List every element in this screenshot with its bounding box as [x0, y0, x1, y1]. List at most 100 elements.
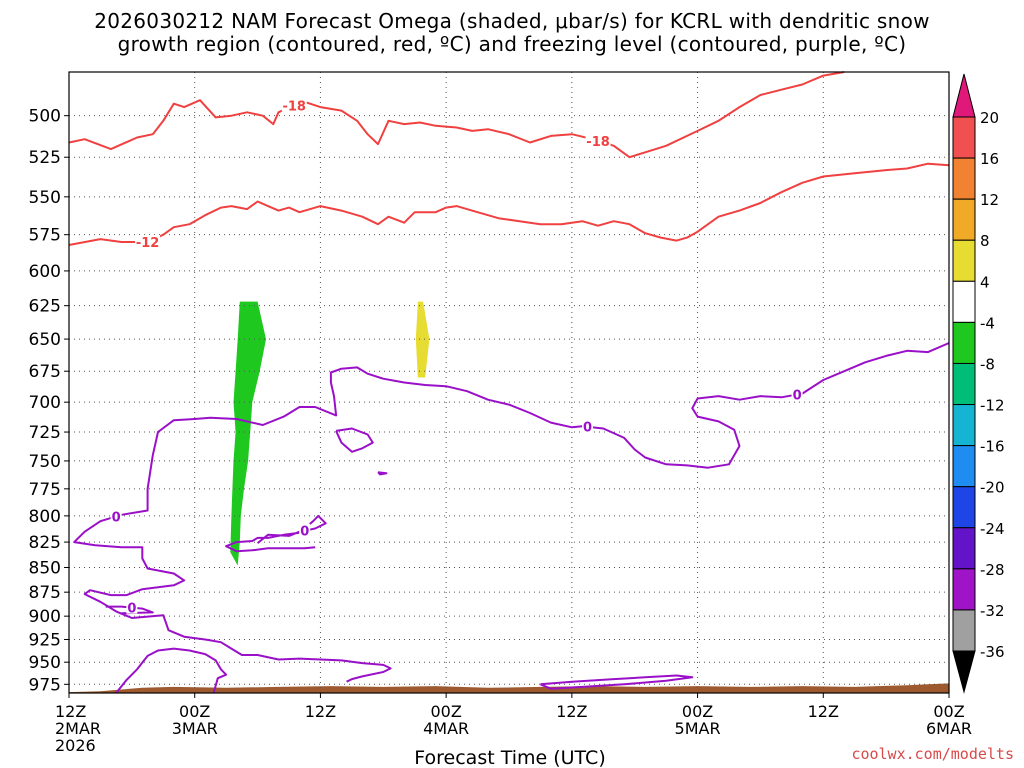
x-tick-label: 12Z [55, 702, 86, 721]
y-tick-label: 975 [29, 675, 61, 695]
y-tick-label: 650 [29, 330, 61, 350]
contour-line-8 [377, 471, 388, 476]
y-tick-label: 725 [29, 423, 61, 443]
x-tick-label: 00Z [682, 702, 713, 721]
contour-label-bg [582, 419, 594, 433]
contour-label-bg [585, 133, 611, 147]
contour-label: 0 [112, 510, 121, 525]
colorbar-label: 16 [980, 150, 999, 168]
x-tick-label: 12Z [556, 702, 587, 721]
contour-label: -12 [136, 236, 160, 251]
x-tick-label: 00Z [179, 702, 210, 721]
colorbar-label: 8 [980, 232, 990, 250]
colorbar-swatch [952, 116, 976, 159]
omega-shading-layer [230, 301, 430, 566]
y-tick-label: 575 [29, 226, 61, 246]
y-tick-label: 800 [29, 507, 61, 527]
x-tick-label: 5MAR [675, 719, 721, 738]
omega-colorbar: 20 16 12 8 4 -4 -8 -12 -16 -20 -24 -28 -32 -36 [952, 73, 1005, 694]
colorbar-swatch [952, 157, 976, 200]
contour-layer: -18 -18 -12 0 0 0 0 0 [68, 71, 950, 694]
contour-label: 0 [300, 525, 309, 540]
colorbar-swatch [952, 404, 976, 447]
colorbar-label: -36 [980, 643, 1005, 661]
y-tick-label: 675 [29, 362, 61, 382]
colorbar-label: -28 [980, 561, 1005, 579]
colorbar-swatch [952, 280, 976, 323]
colorbar-label: -12 [980, 397, 1005, 415]
y-tick-label: 500 [29, 107, 61, 127]
contour-label-bg [791, 387, 803, 401]
colorbar-label: -16 [980, 438, 1005, 456]
contour-line-9 [540, 674, 694, 690]
y-tick-label: 825 [29, 533, 61, 553]
x-tick-label: 3MAR [172, 719, 218, 738]
colorbar-swatch [952, 568, 976, 611]
x-tick-label: 4MAR [423, 719, 469, 738]
plot-frame [68, 71, 950, 694]
contour-label: 0 [583, 421, 592, 436]
colorbar-swatch [952, 445, 976, 488]
chart-title-line-1: 2026030212 NAM Forecast Omega (shaded, μ… [94, 9, 930, 33]
contour-label: -18 [586, 135, 610, 150]
colorbar-label: 4 [980, 273, 990, 291]
chart-title-line-2: growth region (contoured, red, ºC) and f… [117, 32, 907, 56]
colorbar-swatch [952, 198, 976, 241]
contour-line-3 [73, 342, 950, 683]
contour-line-6 [115, 647, 228, 694]
y-tick-label: 700 [29, 393, 61, 413]
y-tick-label: 900 [29, 607, 61, 627]
x-tick-label: 6MAR [926, 719, 972, 738]
x-tick-label: 2MAR [55, 719, 101, 738]
colorbar-swatch [952, 239, 976, 282]
contour-label-bg [126, 600, 138, 614]
colorbar-label: -32 [980, 602, 1005, 620]
colorbar-swatch [952, 609, 976, 652]
y-tick-label: 775 [29, 480, 61, 500]
source-credit: coolwx.com/modelts [851, 745, 1014, 763]
y-tick-label: 525 [29, 148, 61, 168]
y-tick-label: 875 [29, 583, 61, 603]
contour-label-bg [281, 98, 307, 112]
colorbar-bottom-arrow [952, 650, 976, 694]
colorbar-swatch [952, 321, 976, 364]
contour-label-bg [299, 523, 311, 537]
x-tick-label: 00Z [430, 702, 461, 721]
y-tick-label: 950 [29, 653, 61, 673]
omega-region-1 [230, 301, 266, 566]
contour-label-bg [135, 235, 161, 249]
colorbar-label: 12 [980, 191, 999, 209]
y-tick-label: 625 [29, 297, 61, 317]
contour-label: -18 [282, 99, 306, 114]
contour-line-5 [105, 605, 154, 615]
colorbar-label: -8 [980, 355, 995, 373]
contour-label-bg [110, 509, 122, 523]
y-tick-label: 550 [29, 188, 61, 208]
colorbar-swatch [952, 486, 976, 529]
y-tick-label: 750 [29, 452, 61, 472]
omega-region-2 [415, 301, 430, 378]
x-tick-label: 2026 [55, 736, 96, 755]
x-tick-label: 12Z [305, 702, 336, 721]
contour-line-1 [68, 71, 845, 159]
terrain-layer [69, 683, 949, 693]
colorbar-swatch [952, 362, 976, 406]
colorbar-swatch [952, 527, 976, 570]
colorbar-label: -4 [980, 314, 995, 332]
contour-label: 0 [793, 389, 802, 404]
colorbar-label: 20 [980, 109, 999, 127]
contour-line-2 [68, 162, 950, 246]
x-axis-title: Forecast Time (UTC) [414, 747, 605, 768]
plot-background [69, 72, 949, 693]
y-tick-label: 600 [29, 262, 61, 282]
contour-line-7 [335, 427, 374, 453]
colorbar-label: -20 [980, 479, 1005, 497]
y-tick-label: 925 [29, 630, 61, 650]
x-tick-label: 00Z [933, 702, 964, 721]
y-tick-label: 850 [29, 558, 61, 578]
contour-label: 0 [127, 602, 136, 617]
x-tick-label: 12Z [808, 702, 839, 721]
